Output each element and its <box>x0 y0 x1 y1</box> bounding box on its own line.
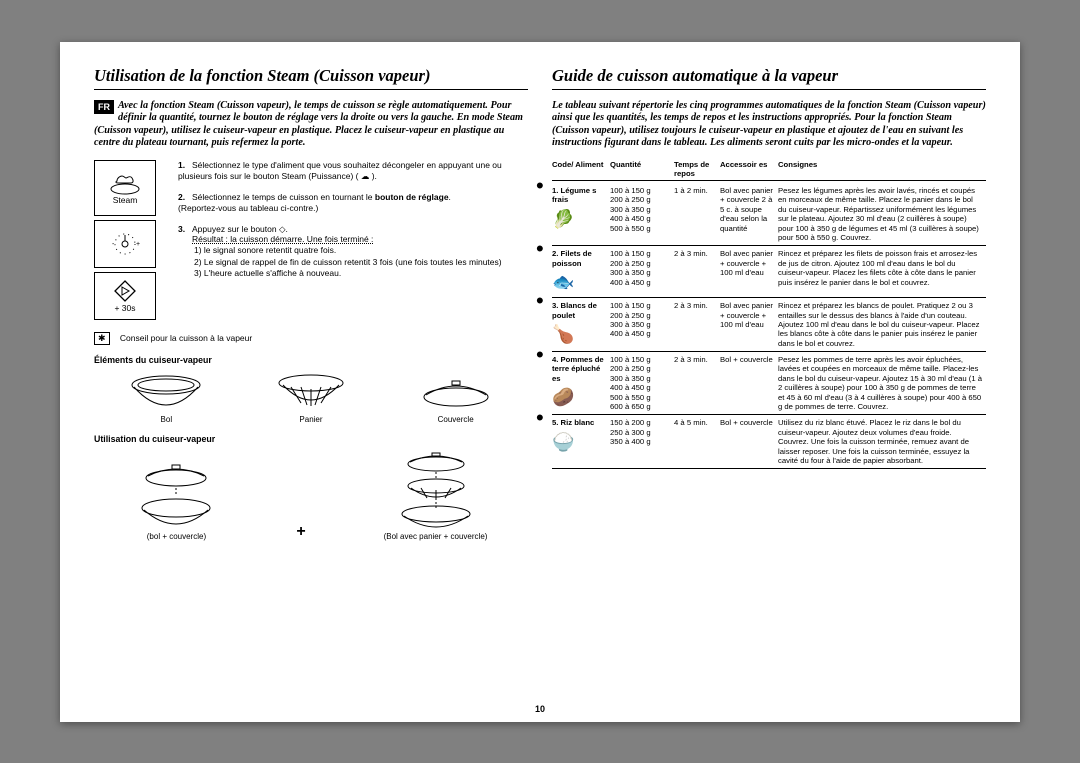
step-3: 3.Appuyez sur le bouton ◇. <box>178 224 528 235</box>
cell-code: 3. Blancs de poulet🍗 <box>552 301 610 348</box>
lang-badge: FR <box>94 100 114 114</box>
cell-time: 1 à 2 min. <box>674 186 720 242</box>
result-1: 1) le signal sonore retentit quatre fois… <box>194 245 528 256</box>
left-title: Utilisation de la fonction Steam (Cuisso… <box>94 66 528 90</box>
cell-acc: Bol avec panier + couvercle + 100 ml d'e… <box>720 301 778 348</box>
cell-inst: Rincez et préparez les filets de poisson… <box>778 249 986 294</box>
step-2b: . <box>449 192 451 202</box>
usage-left-label: (bol + couvercle) <box>131 532 221 541</box>
step-2-note: (Reportez-vous au tableau ci-contre.) <box>178 203 318 213</box>
cell-qty: 150 à 200 g250 à 300 g350 à 400 g <box>610 418 674 465</box>
cell-inst: Rincez et préparez les blancs de poulet.… <box>778 301 986 348</box>
table-row: •2. Filets de poisson🐟100 à 150 g200 à 2… <box>552 246 986 298</box>
page-number: 10 <box>535 704 545 714</box>
cell-qty: 100 à 150 g200 à 250 g300 à 350 g400 à 4… <box>610 186 674 242</box>
instruction-steps: Steam -+ <box>94 160 528 324</box>
right-intro: Le tableau suivant répertorie les cinq p… <box>552 100 986 151</box>
table-row: •4. Pommes de terre épluché es🥔100 à 150… <box>552 352 986 415</box>
table-row: •3. Blancs de poulet🍗100 à 150 g200 à 25… <box>552 298 986 352</box>
cell-qty: 100 à 150 g200 à 250 g300 à 350 g400 à 4… <box>610 301 674 348</box>
cell-code: 2. Filets de poisson🐟 <box>552 249 610 294</box>
food-icon: 🐟 <box>552 272 607 294</box>
right-column: Guide de cuisson automatique à la vapeur… <box>552 66 986 704</box>
start-30s-icon: + 30s <box>94 272 156 320</box>
bol-label: Bol <box>126 415 206 424</box>
food-icon: 🍚 <box>552 432 607 454</box>
head-time: Temps de repos <box>674 160 720 178</box>
head-acc: Accessoir es <box>720 160 778 178</box>
cell-code: 5. Riz blanc🍚 <box>552 418 610 465</box>
steam-label: Steam <box>113 195 138 205</box>
element-couvercle: Couvercle <box>416 373 496 424</box>
bowl-icon <box>126 373 206 415</box>
table-header: Code/ Aliment Quantité Temps de repos Ac… <box>552 160 986 181</box>
step-3a: Appuyez sur le bouton ◇. <box>192 224 288 234</box>
result-3: 3) L'heure actuelle s'affiche à nouveau. <box>194 268 528 279</box>
steam-guide-table: Code/ Aliment Quantité Temps de repos Ac… <box>552 160 986 469</box>
cell-time: 2 à 3 min. <box>674 249 720 294</box>
food-icon: 🍗 <box>552 324 607 346</box>
couvercle-label: Couvercle <box>416 415 496 424</box>
usage-row: (bol + couvercle) + (Bol avec panier + c… <box>94 452 528 541</box>
cell-acc: Bol + couvercle <box>720 418 778 465</box>
elements-heading: Éléments du cuiseur-vapeur <box>94 355 528 365</box>
usage-heading: Utilisation du cuiseur-vapeur <box>94 434 528 444</box>
cell-time: 2 à 3 min. <box>674 301 720 348</box>
cell-inst: Utilisez du riz blanc étuvé. Placez le r… <box>778 418 986 465</box>
step-2: 2.Sélectionnez le temps de cuisson en to… <box>178 192 528 213</box>
cell-qty: 100 à 150 g200 à 250 g300 à 350 g400 à 4… <box>610 249 674 294</box>
usage-right: (Bol avec panier + couvercle) <box>381 452 491 541</box>
step-2a: Sélectionnez le temps de cuisson en tour… <box>192 192 375 202</box>
bowl-lid-stack-icon <box>131 462 221 532</box>
step-1-text: Sélectionnez le type d'aliment que vous … <box>178 160 502 181</box>
cell-acc: Bol + couvercle <box>720 355 778 411</box>
steam-button-icon: Steam <box>94 160 156 216</box>
head-code: Code/ Aliment <box>552 160 610 178</box>
element-bol: Bol <box>126 373 206 424</box>
step-1: 1.Sélectionnez le type d'aliment que vou… <box>178 160 528 181</box>
step-3-result: Résultat : la cuisson démarre. Une fois … <box>178 234 528 245</box>
basket-icon <box>271 373 351 415</box>
table-row: •5. Riz blanc🍚150 à 200 g250 à 300 g350 … <box>552 415 986 469</box>
left-column: Utilisation de la fonction Steam (Cuisso… <box>94 66 528 704</box>
usage-right-label: (Bol avec panier + couvercle) <box>381 532 491 541</box>
tip-row: ✱ Conseil pour la cuisson à la vapeur <box>94 332 528 345</box>
star-icon: ✱ <box>94 332 110 345</box>
right-title: Guide de cuisson automatique à la vapeur <box>552 66 986 90</box>
step-2-bold: bouton de réglage <box>375 192 449 202</box>
cell-time: 2 à 3 min. <box>674 355 720 411</box>
cloud-dish-icon <box>107 171 143 195</box>
svg-text:+: + <box>136 241 140 248</box>
food-icon: 🥬 <box>552 209 607 231</box>
control-icons: Steam -+ <box>94 160 168 324</box>
elements-row: Bol Panier Couvercle <box>94 373 528 424</box>
cell-acc: Bol avec panier + couvercle 2 à 5 c. à s… <box>720 186 778 242</box>
table-row: •1. Légume s frais🥬100 à 150 g200 à 250 … <box>552 183 986 246</box>
bowl-basket-lid-stack-icon <box>381 452 491 532</box>
panier-label: Panier <box>271 415 351 424</box>
food-icon: 🥔 <box>552 387 607 409</box>
tip-text: Conseil pour la cuisson à la vapeur <box>120 333 252 343</box>
start-30s-label: + 30s <box>114 303 135 313</box>
cell-code: 4. Pommes de terre épluché es🥔 <box>552 355 610 411</box>
plus-icon: + <box>296 523 305 541</box>
dial-svg: -+ <box>108 227 142 261</box>
element-panier: Panier <box>271 373 351 424</box>
result-2: 2) Le signal de rappel de fin de cuisson… <box>194 257 528 268</box>
cell-acc: Bol avec panier + couvercle + 100 ml d'e… <box>720 249 778 294</box>
head-qty: Quantité <box>610 160 674 178</box>
usage-left: (bol + couvercle) <box>131 462 221 541</box>
cell-code: 1. Légume s frais🥬 <box>552 186 610 242</box>
cell-qty: 100 à 150 g200 à 250 g300 à 350 g400 à 4… <box>610 355 674 411</box>
left-intro: Avec la fonction Steam (Cuisson vapeur),… <box>94 100 528 151</box>
cell-inst: Pesez les pommes de terre après les avoi… <box>778 355 986 411</box>
head-inst: Consignes <box>778 160 986 178</box>
cell-time: 4 à 5 min. <box>674 418 720 465</box>
dial-icon: -+ <box>94 220 156 268</box>
lid-icon <box>416 373 496 415</box>
manual-page: Utilisation de la fonction Steam (Cuisso… <box>60 42 1020 722</box>
cell-inst: Pesez les légumes après les avoir lavés,… <box>778 186 986 242</box>
diamond-start-icon <box>113 279 137 303</box>
